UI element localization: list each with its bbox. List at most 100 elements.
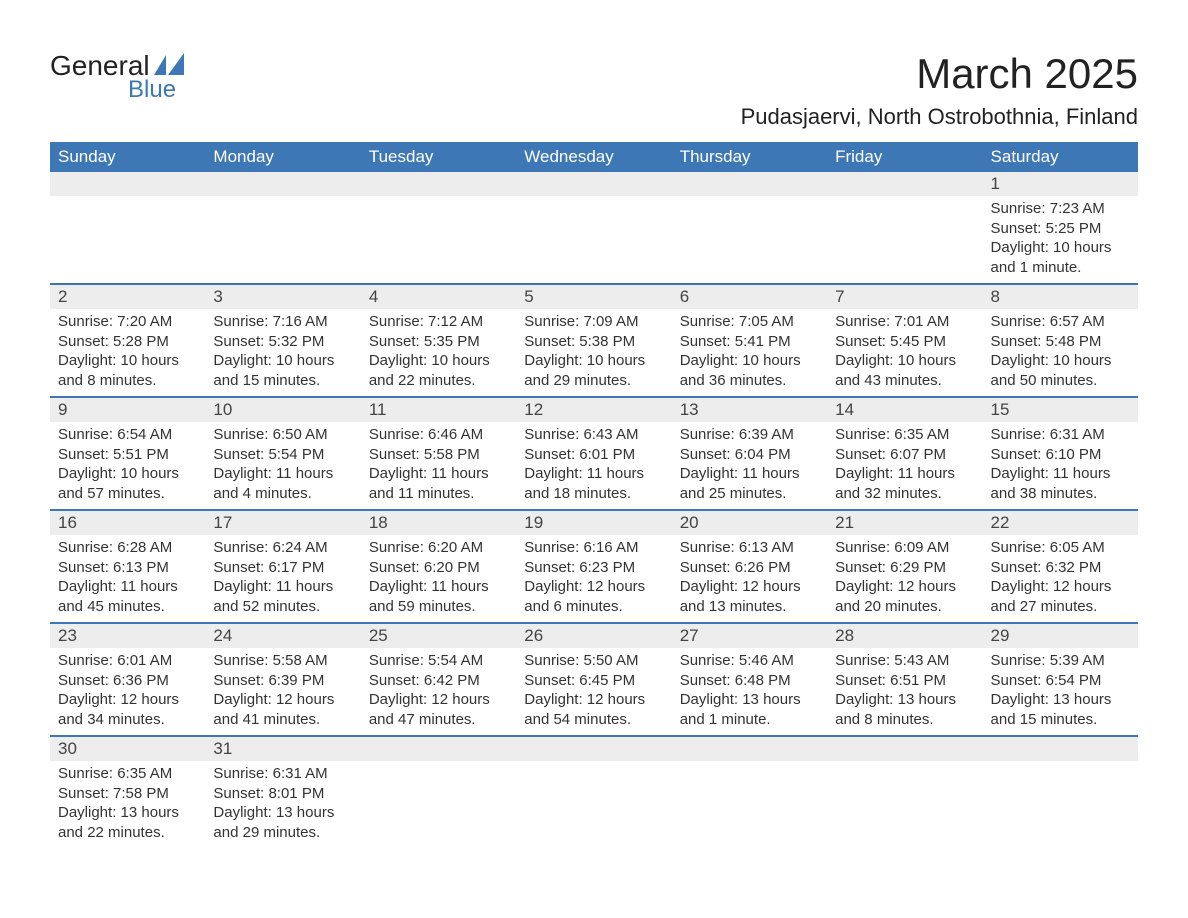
day-number: 15 [983,396,1138,422]
empty-cell [827,172,982,196]
day-number: 31 [205,735,360,761]
daylight-text: Daylight: 12 hours and 41 minutes. [213,690,352,729]
empty-cell [827,735,982,761]
day-number: 16 [50,509,205,535]
day-number: 8 [983,283,1138,309]
day-number: 12 [516,396,671,422]
day-details: Sunrise: 5:50 AMSunset: 6:45 PMDaylight:… [516,648,671,735]
daylight-text: Daylight: 11 hours and 25 minutes. [680,464,819,503]
sunrise-text: Sunrise: 7:12 AM [369,312,508,332]
day-details: Sunrise: 6:16 AMSunset: 6:23 PMDaylight:… [516,535,671,622]
sunset-text: Sunset: 5:28 PM [58,332,197,352]
logo: General Blue [50,50,184,104]
daynum-row: 9101112131415 [50,396,1138,422]
sunset-text: Sunset: 5:48 PM [991,332,1130,352]
daylight-text: Daylight: 11 hours and 4 minutes. [213,464,352,503]
sunset-text: Sunset: 6:36 PM [58,671,197,691]
sunrise-text: Sunrise: 7:05 AM [680,312,819,332]
daynum-row: 16171819202122 [50,509,1138,535]
daylight-text: Daylight: 11 hours and 11 minutes. [369,464,508,503]
daylight-text: Daylight: 12 hours and 13 minutes. [680,577,819,616]
daylight-text: Daylight: 10 hours and 1 minute. [991,238,1130,277]
sunrise-text: Sunrise: 7:20 AM [58,312,197,332]
empty-cell [672,735,827,761]
day-details: Sunrise: 5:54 AMSunset: 6:42 PMDaylight:… [361,648,516,735]
sunset-text: Sunset: 5:58 PM [369,445,508,465]
day-details: Sunrise: 6:39 AMSunset: 6:04 PMDaylight:… [672,422,827,509]
empty-cell [361,196,516,283]
daylight-text: Daylight: 10 hours and 15 minutes. [213,351,352,390]
day-number: 22 [983,509,1138,535]
sunset-text: Sunset: 5:45 PM [835,332,974,352]
day-details: Sunrise: 5:46 AMSunset: 6:48 PMDaylight:… [672,648,827,735]
daylight-text: Daylight: 11 hours and 45 minutes. [58,577,197,616]
sunset-text: Sunset: 6:10 PM [991,445,1130,465]
day-details: Sunrise: 6:50 AMSunset: 5:54 PMDaylight:… [205,422,360,509]
sunset-text: Sunset: 5:38 PM [524,332,663,352]
daylight-text: Daylight: 10 hours and 57 minutes. [58,464,197,503]
empty-cell [361,735,516,761]
daylight-text: Daylight: 11 hours and 38 minutes. [991,464,1130,503]
weekday-row: SundayMondayTuesdayWednesdayThursdayFrid… [50,142,1138,172]
day-details: Sunrise: 6:35 AMSunset: 7:58 PMDaylight:… [50,761,205,848]
day-number: 19 [516,509,671,535]
daylight-text: Daylight: 10 hours and 8 minutes. [58,351,197,390]
sunset-text: Sunset: 6:17 PM [213,558,352,578]
sunrise-text: Sunrise: 5:50 AM [524,651,663,671]
logo-text-blue: Blue [128,76,176,104]
weekday-header: Thursday [672,142,827,172]
sunset-text: Sunset: 6:32 PM [991,558,1130,578]
sunrise-text: Sunrise: 6:54 AM [58,425,197,445]
sunset-text: Sunset: 6:26 PM [680,558,819,578]
sunrise-text: Sunrise: 5:46 AM [680,651,819,671]
empty-cell [516,196,671,283]
sunset-text: Sunset: 6:48 PM [680,671,819,691]
sunset-text: Sunset: 5:41 PM [680,332,819,352]
sunset-text: Sunset: 6:20 PM [369,558,508,578]
sunset-text: Sunset: 6:42 PM [369,671,508,691]
day-details: Sunrise: 7:20 AMSunset: 5:28 PMDaylight:… [50,309,205,396]
daylight-text: Daylight: 11 hours and 18 minutes. [524,464,663,503]
sunset-text: Sunset: 6:23 PM [524,558,663,578]
day-number: 7 [827,283,982,309]
day-details: Sunrise: 7:05 AMSunset: 5:41 PMDaylight:… [672,309,827,396]
day-details: Sunrise: 6:46 AMSunset: 5:58 PMDaylight:… [361,422,516,509]
sunset-text: Sunset: 6:39 PM [213,671,352,691]
daylight-text: Daylight: 12 hours and 20 minutes. [835,577,974,616]
calendar-table: SundayMondayTuesdayWednesdayThursdayFrid… [50,142,1138,848]
day-details: Sunrise: 6:43 AMSunset: 6:01 PMDaylight:… [516,422,671,509]
daylight-text: Daylight: 10 hours and 36 minutes. [680,351,819,390]
empty-cell [983,735,1138,761]
detail-row: Sunrise: 6:28 AMSunset: 6:13 PMDaylight:… [50,535,1138,622]
day-details: Sunrise: 6:13 AMSunset: 6:26 PMDaylight:… [672,535,827,622]
day-details: Sunrise: 5:43 AMSunset: 6:51 PMDaylight:… [827,648,982,735]
day-number: 30 [50,735,205,761]
sunrise-text: Sunrise: 5:58 AM [213,651,352,671]
day-number: 14 [827,396,982,422]
day-number: 13 [672,396,827,422]
sunrise-text: Sunrise: 6:16 AM [524,538,663,558]
sunrise-text: Sunrise: 7:01 AM [835,312,974,332]
day-number: 2 [50,283,205,309]
day-number: 26 [516,622,671,648]
day-details: Sunrise: 7:12 AMSunset: 5:35 PMDaylight:… [361,309,516,396]
sunset-text: Sunset: 6:07 PM [835,445,974,465]
empty-cell [50,172,205,196]
day-number: 18 [361,509,516,535]
sunset-text: Sunset: 5:32 PM [213,332,352,352]
day-number: 11 [361,396,516,422]
day-number: 5 [516,283,671,309]
daylight-text: Daylight: 11 hours and 52 minutes. [213,577,352,616]
sunrise-text: Sunrise: 6:20 AM [369,538,508,558]
empty-cell [361,761,516,848]
daylight-text: Daylight: 10 hours and 50 minutes. [991,351,1130,390]
weekday-header: Friday [827,142,982,172]
daylight-text: Daylight: 10 hours and 43 minutes. [835,351,974,390]
day-number: 6 [672,283,827,309]
daynum-row: 3031 [50,735,1138,761]
day-details: Sunrise: 6:01 AMSunset: 6:36 PMDaylight:… [50,648,205,735]
sunset-text: Sunset: 6:51 PM [835,671,974,691]
location-text: Pudasjaervi, North Ostrobothnia, Finland [741,104,1138,130]
day-details: Sunrise: 5:58 AMSunset: 6:39 PMDaylight:… [205,648,360,735]
daylight-text: Daylight: 13 hours and 1 minute. [680,690,819,729]
